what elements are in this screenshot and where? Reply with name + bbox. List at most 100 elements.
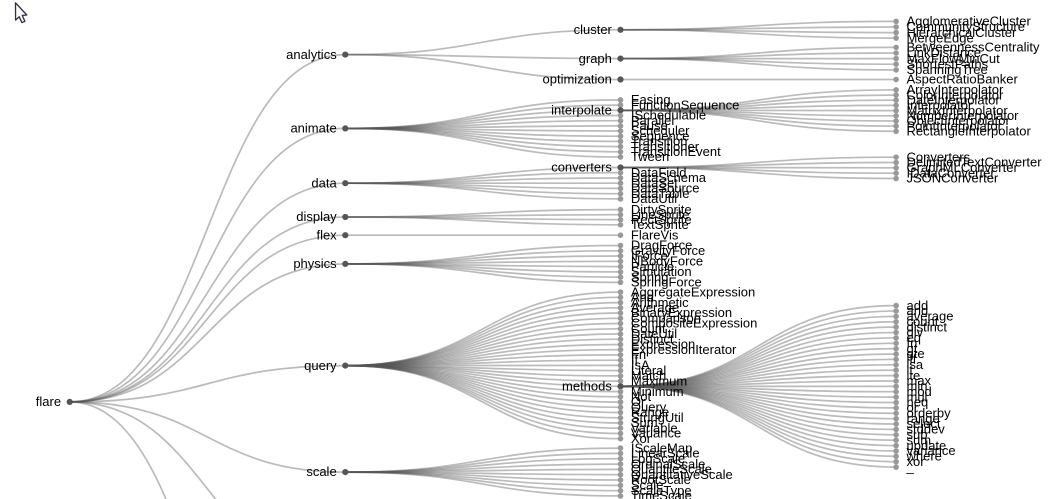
- svg-text:DelimitedTextConverter: DelimitedTextConverter: [907, 155, 1043, 170]
- svg-text:data: data: [311, 175, 337, 190]
- svg-text:or: or: [907, 400, 919, 415]
- svg-text:AspectRatioBanker: AspectRatioBanker: [907, 72, 1019, 87]
- svg-text:HierarchicalCluster: HierarchicalCluster: [907, 25, 1017, 40]
- svg-text:Distinct: Distinct: [631, 331, 674, 346]
- svg-text:select: select: [907, 416, 941, 431]
- svg-text:gte: gte: [907, 346, 925, 361]
- svg-text:Scale: Scale: [631, 478, 664, 493]
- svg-text:AgglomerativeCluster: AgglomerativeCluster: [907, 14, 1032, 29]
- svg-text:xor: xor: [907, 454, 926, 469]
- svg-text:Minimum: Minimum: [631, 384, 684, 399]
- svg-text:DataUtil: DataUtil: [631, 191, 677, 206]
- svg-text:converters: converters: [551, 160, 612, 175]
- svg-text:RootScale: RootScale: [631, 472, 691, 487]
- svg-text:IScaleMap: IScaleMap: [631, 440, 692, 455]
- svg-text:FlareVis: FlareVis: [631, 227, 679, 242]
- svg-text:If: If: [631, 352, 639, 367]
- svg-text:MaxFlowMinCut: MaxFlowMinCut: [907, 51, 1001, 66]
- svg-text:Interpolator: Interpolator: [907, 98, 973, 113]
- svg-text:interpolate: interpolate: [551, 103, 612, 118]
- svg-text:where: where: [906, 449, 942, 464]
- svg-text:Transition: Transition: [631, 134, 688, 149]
- svg-text:Expression: Expression: [631, 337, 695, 352]
- svg-text:Converters: Converters: [907, 149, 971, 164]
- svg-text:SpringForce: SpringForce: [631, 275, 702, 290]
- svg-text:display: display: [296, 209, 337, 224]
- svg-text:Variance: Variance: [631, 426, 681, 441]
- svg-text:max: max: [907, 373, 932, 388]
- svg-text:add: add: [907, 298, 929, 313]
- svg-text:graph: graph: [579, 51, 612, 66]
- svg-text:AggregateExpression: AggregateExpression: [631, 284, 755, 299]
- svg-text:And: And: [631, 290, 654, 305]
- svg-text:animate: animate: [290, 121, 336, 136]
- svg-text:BetweennessCentrality: BetweennessCentrality: [907, 40, 1040, 55]
- svg-text:Arithmetic: Arithmetic: [631, 295, 689, 310]
- svg-text:Spring: Spring: [631, 269, 669, 284]
- svg-text:average: average: [907, 309, 954, 324]
- svg-text:RectSprite: RectSprite: [631, 212, 692, 227]
- svg-text:min: min: [907, 379, 928, 394]
- svg-text:ISchedulable: ISchedulable: [631, 108, 706, 123]
- svg-text:methods: methods: [562, 379, 612, 394]
- svg-text:DateUtil: DateUtil: [631, 326, 677, 341]
- svg-text:variance: variance: [907, 443, 956, 458]
- svg-text:JSONConverter: JSONConverter: [907, 171, 999, 186]
- svg-text:sum: sum: [907, 432, 932, 447]
- svg-text:optimization: optimization: [543, 72, 612, 87]
- svg-text:LinearScale: LinearScale: [631, 446, 700, 461]
- svg-text:iff: iff: [907, 352, 917, 367]
- svg-text:Count: Count: [631, 321, 666, 336]
- svg-text:flare: flare: [36, 394, 61, 409]
- svg-text:stddev: stddev: [907, 422, 946, 437]
- svg-text:ScaleType: ScaleType: [631, 483, 692, 498]
- svg-text:analytics: analytics: [286, 47, 337, 62]
- svg-text:Easing: Easing: [631, 92, 671, 107]
- svg-text:DataSchema: DataSchema: [631, 170, 707, 185]
- svg-text:PointInterpolator: PointInterpolator: [907, 118, 1003, 133]
- svg-text:Pause: Pause: [631, 118, 668, 133]
- svg-text:Xor: Xor: [631, 431, 652, 446]
- svg-text:NBodyForce: NBodyForce: [631, 254, 703, 269]
- svg-text:mod: mod: [907, 384, 932, 399]
- svg-text:and: and: [907, 303, 929, 318]
- svg-text:orderby: orderby: [907, 406, 952, 421]
- svg-text:flex: flex: [316, 227, 337, 242]
- svg-text:CompositeExpression: CompositeExpression: [631, 316, 757, 331]
- svg-text:QuantitativeScale: QuantitativeScale: [631, 467, 733, 482]
- svg-text:LogScale: LogScale: [631, 451, 685, 466]
- svg-text:DataSource: DataSource: [631, 181, 700, 196]
- svg-text:SpanningTree: SpanningTree: [907, 62, 988, 77]
- svg-text:QuantileScale: QuantileScale: [631, 462, 712, 477]
- svg-text:FunctionSequence: FunctionSequence: [631, 97, 739, 112]
- svg-text:RectangleInterpolator: RectangleInterpolator: [907, 124, 1032, 139]
- svg-text:Range: Range: [631, 405, 669, 420]
- svg-text:Sum: Sum: [631, 415, 658, 430]
- svg-text:Literal: Literal: [631, 363, 667, 378]
- svg-text:Maximum: Maximum: [631, 373, 687, 388]
- svg-text:mul: mul: [907, 389, 928, 404]
- svg-text:lt: lt: [907, 362, 914, 377]
- svg-text:sub: sub: [907, 427, 928, 442]
- svg-text:GravityForce: GravityForce: [631, 243, 705, 258]
- svg-text:DragForce: DragForce: [631, 238, 692, 253]
- svg-text:distinct: distinct: [907, 319, 948, 334]
- svg-text:CommunityStructure: CommunityStructure: [907, 19, 1025, 34]
- svg-text:LineSprite: LineSprite: [631, 207, 690, 222]
- svg-text:neq: neq: [907, 395, 929, 410]
- svg-text:MatrixInterpolator: MatrixInterpolator: [907, 103, 1009, 118]
- svg-text:Fn: Fn: [631, 347, 646, 362]
- svg-text:StringUtil: StringUtil: [631, 410, 684, 425]
- svg-text:Transitioner: Transitioner: [631, 139, 700, 154]
- svg-text:physics: physics: [293, 256, 337, 271]
- svg-text:BinaryExpression: BinaryExpression: [631, 305, 732, 320]
- svg-text:Average: Average: [631, 300, 679, 315]
- svg-text:ArrayInterpolator: ArrayInterpolator: [907, 82, 1004, 97]
- svg-text:isa: isa: [907, 357, 924, 372]
- svg-text:Sequence: Sequence: [631, 128, 690, 143]
- svg-text:Tween: Tween: [631, 149, 669, 164]
- svg-text:IForce: IForce: [631, 248, 668, 263]
- svg-text:DateInterpolator: DateInterpolator: [907, 93, 1001, 108]
- svg-text:IDataConverter: IDataConverter: [907, 165, 996, 180]
- svg-text:Parallel: Parallel: [631, 113, 674, 128]
